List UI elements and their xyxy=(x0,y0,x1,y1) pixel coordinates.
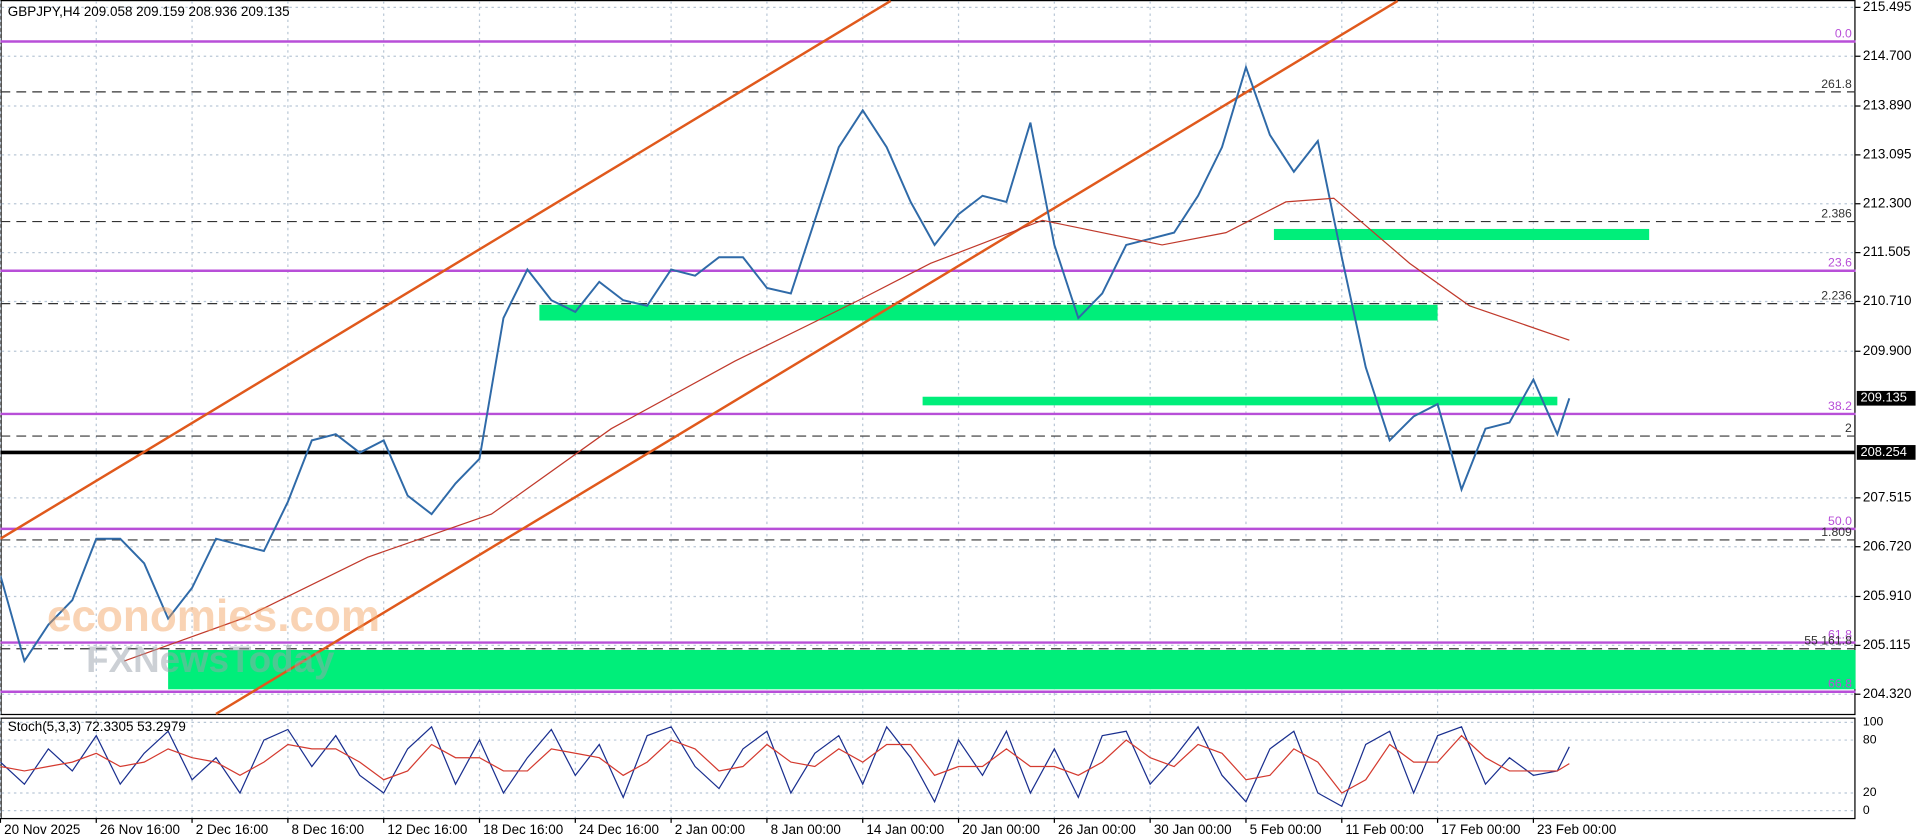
zone xyxy=(168,649,1856,690)
level-label: 55 161.8 xyxy=(1804,634,1852,648)
x-tick-label: 26 Jan 00:00 xyxy=(1058,822,1136,837)
channel-line xyxy=(215,0,1399,715)
x-tick-label: 14 Jan 00:00 xyxy=(866,822,944,837)
y-tick-label: 205.910 xyxy=(1863,588,1912,603)
x-tick-label: 18 Dec 16:00 xyxy=(483,822,563,837)
x-tick-label: 5 Feb 00:00 xyxy=(1250,822,1322,837)
y-tick-label: 205.115 xyxy=(1863,637,1911,652)
x-tick-label: 24 Dec 16:00 xyxy=(579,822,659,837)
grid-layer xyxy=(0,1,1856,818)
x-tick-label: 17 Feb 00:00 xyxy=(1441,822,1520,837)
x-tick-label: 23 Feb 00:00 xyxy=(1537,822,1616,837)
y-tick-label: 210.710 xyxy=(1863,293,1912,308)
zone xyxy=(539,304,1438,321)
level-label: 0.0 xyxy=(1835,26,1852,40)
level-label: 1.809 xyxy=(1821,525,1852,539)
y-tick-label: 207.515 xyxy=(1863,489,1912,504)
y-tick-label: 209.900 xyxy=(1863,343,1912,358)
level-label: 61.8 xyxy=(1828,627,1852,641)
stoch-tick-label: 80 xyxy=(1863,732,1877,746)
x-tick-label: 2 Jan 00:00 xyxy=(675,822,745,837)
zone xyxy=(922,396,1558,406)
stoch-title: Stoch(5,3,3) 72.3305 53.2979 xyxy=(8,719,186,734)
channel-line xyxy=(0,0,892,540)
x-tick-label: 30 Jan 00:00 xyxy=(1154,822,1232,837)
level-label: 23.6 xyxy=(1828,256,1852,270)
x-tick-label: 8 Jan 00:00 xyxy=(771,822,841,837)
level-label: 38.2 xyxy=(1828,399,1852,413)
level-label: 261.8 xyxy=(1821,77,1852,91)
x-tick-label: 8 Dec 16:00 xyxy=(292,822,365,837)
x-tick-label: 20 Jan 00:00 xyxy=(962,822,1040,837)
x-tick-label: 12 Dec 16:00 xyxy=(387,822,467,837)
price-box-label: 208.254 xyxy=(1860,444,1906,459)
stoch-tick-label: 20 xyxy=(1863,785,1877,799)
zone xyxy=(1273,228,1650,241)
price-box xyxy=(1856,445,1916,460)
y-tick-label: 214.700 xyxy=(1863,48,1912,63)
y-tick-label: 206.720 xyxy=(1863,538,1912,553)
series-line xyxy=(0,725,1570,808)
level-label: 2 xyxy=(1845,421,1852,435)
series-line xyxy=(0,734,1570,794)
y-tick-label: 211.505 xyxy=(1863,244,1911,259)
series-line xyxy=(124,197,1570,662)
level-label: 66.8 xyxy=(1828,677,1852,691)
y-tick-label: 212.300 xyxy=(1863,195,1912,210)
y-tick-label: 213.095 xyxy=(1863,146,1912,161)
chart-title: GBPJPY,H4 209.058 209.159 208.936 209.13… xyxy=(8,4,290,19)
x-tick-label: 2 Dec 16:00 xyxy=(196,822,269,837)
price-box-label: 209.135 xyxy=(1860,390,1906,405)
level-label: 50.0 xyxy=(1828,514,1852,528)
x-tick-label: 20 Nov 2025 xyxy=(4,822,80,837)
x-tick-label: 11 Feb 00:00 xyxy=(1345,822,1423,837)
price-box xyxy=(1856,390,1916,406)
main-plot xyxy=(0,0,1856,715)
y-tick-label: 204.320 xyxy=(1863,686,1912,701)
stoch-tick-label: 100 xyxy=(1863,715,1884,729)
y-tick-label: 215.495 xyxy=(1863,0,1912,14)
series-line xyxy=(0,64,1571,664)
x-tick-label: 26 Nov 16:00 xyxy=(100,822,180,837)
level-label: 2.236 xyxy=(1821,289,1852,303)
stoch-tick-label: 0 xyxy=(1863,803,1870,817)
level-label: 2.386 xyxy=(1821,206,1852,220)
y-tick-label: 213.890 xyxy=(1863,98,1912,113)
watermark: FXNewsToday xyxy=(86,639,335,680)
stoch-plot xyxy=(0,725,1570,808)
watermark: economies.com xyxy=(47,592,380,641)
